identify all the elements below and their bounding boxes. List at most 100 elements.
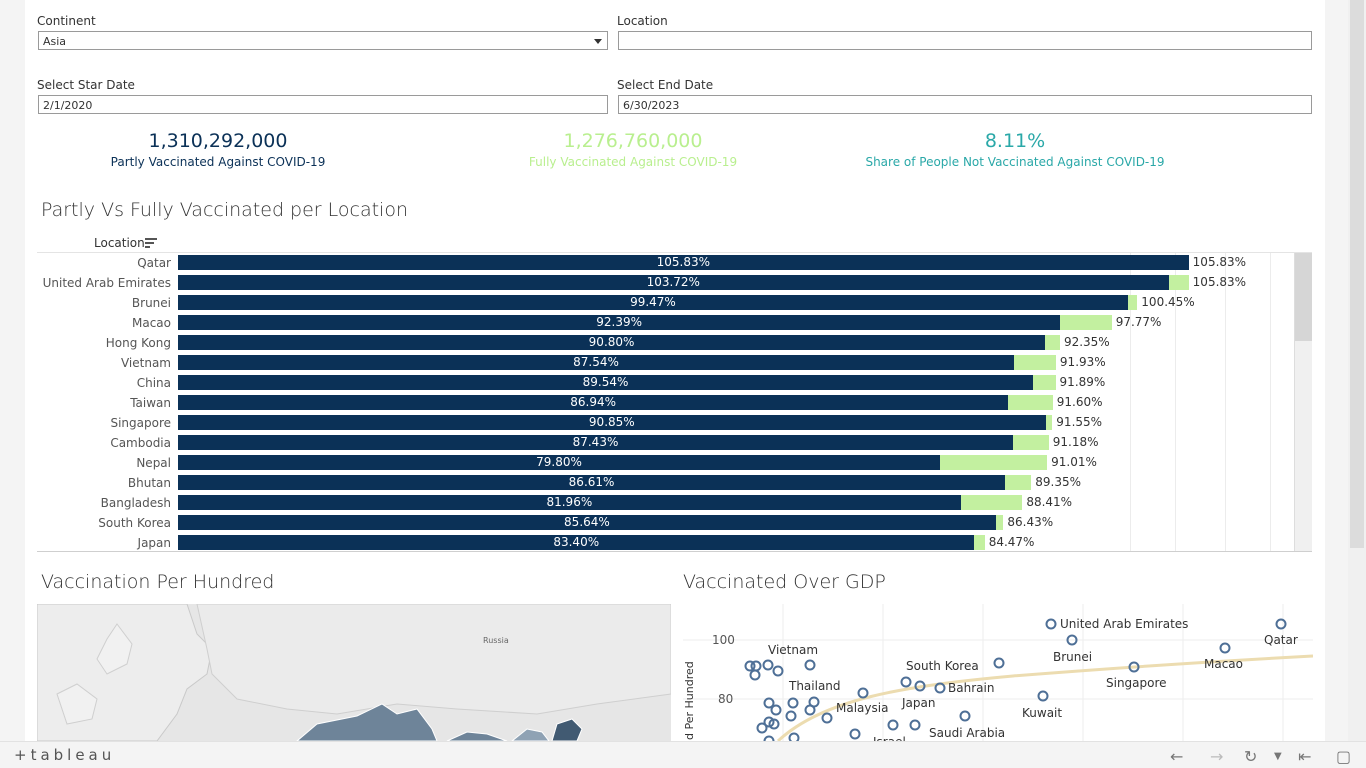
bar-partly[interactable]: [178, 295, 1128, 310]
row-label[interactable]: Taiwan: [130, 396, 171, 410]
bar-partly[interactable]: [178, 455, 941, 470]
bar-partly[interactable]: [178, 255, 1189, 270]
bar-partly-label: 89.54%: [582, 375, 629, 389]
end-date-label: Select End Date: [617, 78, 714, 92]
chevron-down-icon[interactable]: [594, 39, 602, 44]
scatter-point-label: Singapore: [1106, 676, 1167, 690]
scatter-point[interactable]: [750, 660, 762, 672]
scatter-point[interactable]: [1066, 634, 1078, 646]
bar-chart-scrollbar[interactable]: [1294, 253, 1312, 551]
undo-icon[interactable]: ←: [1170, 747, 1184, 766]
row-label[interactable]: Vietnam: [120, 356, 171, 370]
scatter-point[interactable]: [900, 676, 912, 688]
scatter-point-label: Brunei: [1053, 650, 1093, 664]
scatter-point[interactable]: [887, 719, 899, 731]
row-label[interactable]: Macao: [132, 316, 171, 330]
bar-chart-title: Partly Vs Fully Vaccinated per Location: [41, 199, 409, 221]
sort-icon[interactable]: [145, 238, 157, 248]
row-label[interactable]: South Korea: [98, 516, 171, 530]
scatter-point[interactable]: [1219, 642, 1231, 654]
location-input[interactable]: [618, 31, 1312, 50]
end-date-input[interactable]: 6/30/2023: [618, 95, 1312, 114]
bar-partly[interactable]: [178, 475, 1006, 490]
scatter-point[interactable]: [763, 697, 775, 709]
bar-fully-label: 91.89%: [1059, 375, 1106, 389]
scatter-point[interactable]: [763, 735, 775, 742]
scatter-point[interactable]: [1128, 661, 1140, 673]
revert-menu-chevron-down-icon[interactable]: ▼: [1274, 751, 1282, 762]
row-label[interactable]: Bhutan: [127, 476, 171, 490]
fullscreen-icon[interactable]: ▢: [1336, 747, 1352, 766]
scatter-point[interactable]: [763, 716, 775, 728]
scatter-point[interactable]: [770, 704, 782, 716]
scatter-point[interactable]: [804, 704, 816, 716]
row-label[interactable]: Cambodia: [110, 436, 171, 450]
scatter-point[interactable]: [768, 718, 780, 730]
scatter-point[interactable]: [787, 697, 799, 709]
bar-partly[interactable]: [178, 275, 1169, 290]
scatter-point[interactable]: [772, 665, 784, 677]
row-label[interactable]: United Arab Emirates: [42, 276, 171, 290]
tableau-logo[interactable]: +tableau: [14, 746, 116, 764]
scatter-y-axis-text: d Per Hundred: [683, 661, 696, 740]
bar-partly[interactable]: [178, 415, 1046, 430]
bar-partly[interactable]: [178, 515, 996, 530]
continent-label: Continent: [37, 14, 96, 28]
row-label[interactable]: Bangladesh: [100, 496, 171, 510]
scatter-point-label: Bahrain: [948, 681, 995, 695]
scatter-point[interactable]: [821, 712, 833, 724]
scatter-point[interactable]: [1037, 690, 1049, 702]
bar-partly[interactable]: [178, 315, 1061, 330]
row-label[interactable]: China: [136, 376, 171, 390]
start-date-input[interactable]: 2/1/2020: [38, 95, 608, 114]
bar-partly[interactable]: [178, 355, 1014, 370]
map-title: Vaccination Per Hundred: [41, 571, 275, 593]
row-label[interactable]: Qatar: [137, 256, 171, 270]
reset-icon[interactable]: ⇤: [1298, 747, 1312, 766]
scatter-point[interactable]: [959, 710, 971, 722]
location-column-header[interactable]: Location: [94, 236, 145, 250]
scatter-point[interactable]: [785, 710, 797, 722]
grid-line: [1225, 253, 1226, 551]
scatter-point[interactable]: [749, 669, 761, 681]
scatter-point[interactable]: [1275, 618, 1287, 630]
bar-fully-label: 105.83%: [1192, 255, 1247, 269]
row-label[interactable]: Japan: [137, 536, 171, 550]
row-label[interactable]: Singapore: [110, 416, 171, 430]
scatter-point[interactable]: [788, 732, 800, 742]
scatter-point[interactable]: [993, 657, 1005, 669]
bar-chart-scrollbar-thumb[interactable]: [1295, 253, 1312, 341]
bar-partly[interactable]: [178, 375, 1034, 390]
scatter-point[interactable]: [849, 728, 861, 740]
bar-partly-label: 99.47%: [630, 295, 676, 309]
scatter-point[interactable]: [934, 682, 946, 694]
bar-partly-label: 83.40%: [553, 535, 600, 549]
scatter-point[interactable]: [909, 719, 921, 731]
row-label[interactable]: Nepal: [136, 456, 171, 470]
page-scrollbar-thumb[interactable]: [1350, 0, 1364, 548]
vaccination-map[interactable]: [37, 604, 671, 741]
scatter-point[interactable]: [857, 687, 869, 699]
row-label[interactable]: Hong Kong: [105, 336, 171, 350]
bar-partly[interactable]: [178, 335, 1046, 350]
scatter-point[interactable]: [744, 660, 756, 672]
scatter-plot[interactable]: United Arab Emirates Qatar Brunei Macao Viet…: [683, 604, 1313, 741]
bar-partly[interactable]: [178, 495, 961, 510]
bar-fully-label: 89.35%: [1035, 475, 1082, 489]
scatter-point[interactable]: [914, 680, 926, 692]
scatter-point[interactable]: [1045, 618, 1057, 630]
scatter-point-label: South Korea: [906, 659, 979, 673]
bar-partly-label: 103.72%: [646, 275, 700, 289]
revert-icon[interactable]: ↻: [1244, 747, 1258, 766]
bar-partly[interactable]: [178, 535, 975, 550]
page-scrollbar[interactable]: [1348, 0, 1366, 741]
bar-fully-label: 91.55%: [1056, 415, 1103, 429]
row-label[interactable]: Brunei: [131, 296, 171, 310]
scatter-point[interactable]: [762, 659, 774, 671]
bar-partly[interactable]: [178, 435, 1013, 450]
continent-dropdown[interactable]: Asia: [38, 31, 608, 50]
bar-partly[interactable]: [178, 395, 1009, 410]
kpi-not-vaccinated-value: 8.11%: [984, 130, 1046, 152]
scatter-point[interactable]: [756, 722, 768, 734]
scatter-point[interactable]: [804, 659, 816, 671]
